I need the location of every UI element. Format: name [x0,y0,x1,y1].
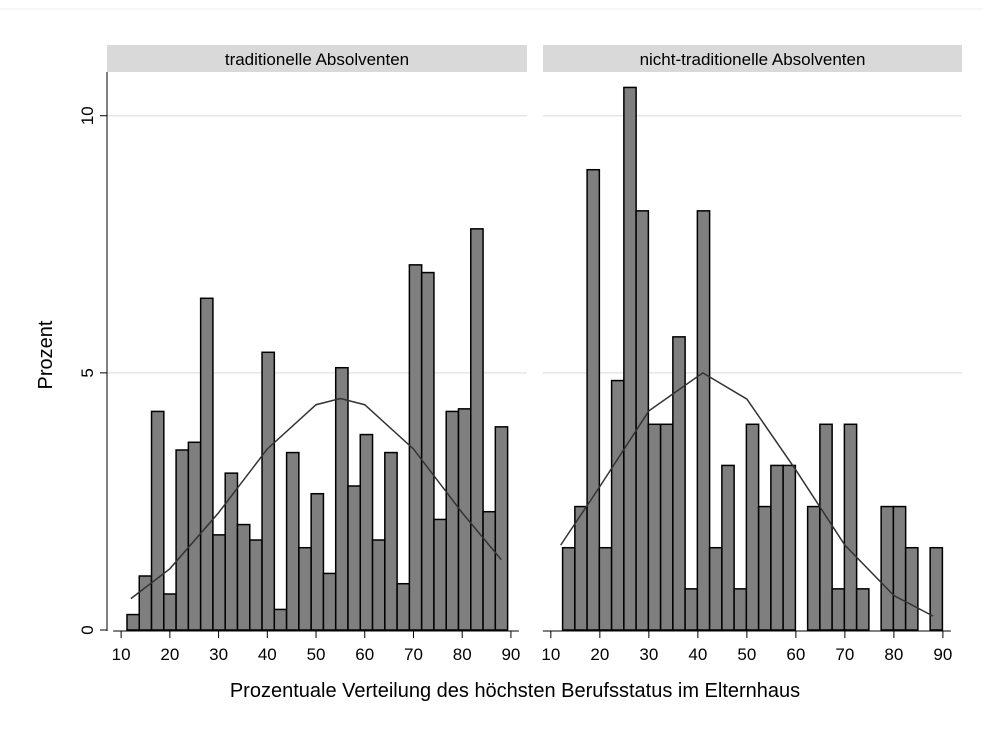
bar [236,523,251,631]
x-tick-label: 60 [786,645,805,664]
bar [420,271,435,631]
panel-strip [543,45,962,72]
bar [298,546,312,631]
x-axis-title: Prozentuale Verteilung des höchsten Beru… [230,680,800,702]
y-tick-label: 5 [78,368,97,377]
y-tick-label: 10 [78,106,97,125]
bar [574,505,588,631]
y-tick-label: 0 [78,625,97,634]
bar [285,451,300,631]
bar [708,546,723,631]
bar [334,366,349,631]
panel-title: nicht-traditionelle Absolventen [640,50,866,69]
bar [929,546,944,631]
x-tick-label: 40 [688,645,707,664]
bar [623,86,637,631]
bar [843,423,858,631]
bar [659,423,674,631]
bar [175,449,190,631]
bar [782,464,797,631]
bar [384,451,398,631]
x-tick-label: 80 [453,645,472,664]
bar [696,210,711,631]
bar [684,588,699,631]
bar [261,351,276,631]
bar [598,546,613,631]
x-tick-label: 20 [590,645,609,664]
bar [126,613,141,631]
bar [745,423,760,631]
bar [855,588,870,631]
bar [310,492,325,631]
x-tick-label: 60 [355,645,374,664]
bar [721,464,735,631]
bar [371,539,386,631]
x-tick-label: 50 [307,645,326,664]
bar [322,572,337,631]
bar [819,423,833,631]
x-tick-label: 80 [884,645,903,664]
density-curve [130,397,502,600]
bar [482,510,497,631]
x-tick-label: 70 [404,645,423,664]
bar [806,505,821,631]
bar [880,505,895,631]
bar [770,464,784,631]
bar [212,534,226,631]
bar [831,588,846,631]
bar [610,379,625,631]
bar [433,518,447,631]
bar [470,228,484,631]
bar [396,582,411,631]
x-tick-label: 10 [541,645,560,664]
bar [249,539,263,631]
bar [672,336,686,631]
x-tick-label: 90 [501,645,520,664]
bar [199,297,214,631]
bar [892,505,907,631]
bar [757,505,772,631]
bar [347,485,362,631]
x-tick-label: 10 [112,645,131,664]
density-curve [560,371,934,617]
x-tick-label: 20 [160,645,179,664]
bar [457,408,472,631]
panel-strip [107,45,527,72]
bar [586,168,601,631]
x-tick-label: 90 [933,645,952,664]
bar [904,546,919,631]
bar [494,426,509,631]
x-tick-label: 40 [258,645,277,664]
bar [445,410,460,631]
panel-title: traditionelle Absolventen [225,50,409,69]
bar [561,546,576,631]
y-axis-title: Prozent [35,320,57,389]
x-tick-label: 70 [835,645,854,664]
bar [733,588,748,631]
x-tick-label: 30 [209,645,228,664]
bar [150,410,165,631]
bar [647,423,662,631]
x-tick-label: 30 [639,645,658,664]
bar [163,593,177,631]
bar [273,608,288,631]
x-tick-label: 50 [737,645,756,664]
bar [359,433,374,631]
